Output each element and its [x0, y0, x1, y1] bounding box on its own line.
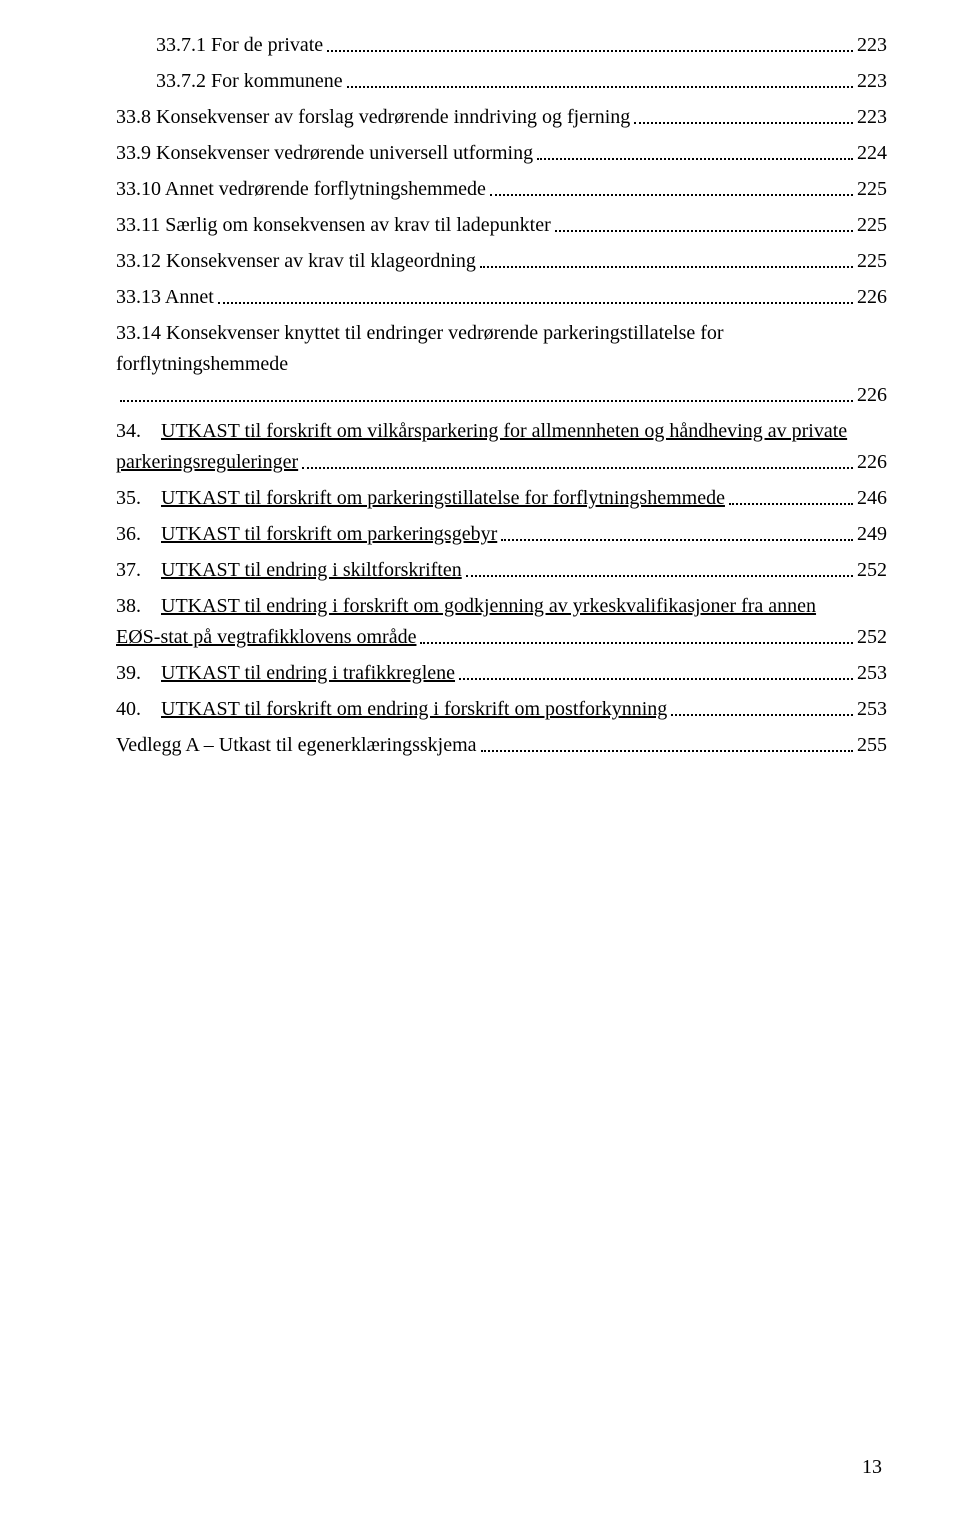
- toc-label: 33.7.1 For de private: [156, 30, 323, 61]
- toc-leader-dots: [501, 538, 853, 541]
- toc-label: 39. UTKAST til endring i trafikkreglene: [116, 658, 455, 689]
- toc-entry[interactable]: 35. UTKAST til forskrift om parkeringsti…: [116, 483, 887, 514]
- toc-entry: 33.10 Annet vedrørende forflytningshemme…: [116, 174, 887, 205]
- toc-label: 38. UTKAST til endring i forskrift om go…: [116, 591, 887, 622]
- toc-page-number: 252: [857, 622, 887, 653]
- page-number: 13: [862, 1456, 882, 1479]
- toc-leader-dots: [466, 574, 853, 577]
- toc-entry: Vedlegg A – Utkast til egenerklæringsskj…: [116, 730, 887, 761]
- toc-label: 37. UTKAST til endring i skiltforskrifte…: [116, 555, 462, 586]
- toc-entry[interactable]: 39. UTKAST til endring i trafikkreglene 2…: [116, 658, 887, 689]
- toc-page-number: 224: [857, 138, 887, 169]
- toc-page-number: 223: [857, 30, 887, 61]
- page-container: 33.7.1 For de private22333.7.2 For kommu…: [0, 0, 960, 1515]
- toc-leader-dots: [459, 677, 853, 680]
- toc-entry: 33.13 Annet 226: [116, 282, 887, 313]
- toc-leader-dots: [481, 749, 854, 752]
- toc-page-number: 253: [857, 658, 887, 689]
- toc-leader-dots: [327, 49, 853, 52]
- toc-entry: 33.7.2 For kommunene 223: [116, 66, 887, 97]
- toc-page-number: 223: [857, 102, 887, 133]
- toc-leader-dots: [480, 265, 853, 268]
- toc-entry: 33.12 Konsekvenser av krav til klageordn…: [116, 246, 887, 277]
- toc-label: 33.7.2 For kommunene: [156, 66, 343, 97]
- toc-entry[interactable]: 34. UTKAST til forskrift om vilkårsparke…: [116, 416, 887, 478]
- toc-label: 33.13 Annet: [116, 282, 214, 313]
- toc-leader-dots: [302, 466, 853, 469]
- toc-entry: 33.8 Konsekvenser av forslag vedrørende …: [116, 102, 887, 133]
- toc-leader-dots: [537, 157, 853, 160]
- toc-entry[interactable]: 37. UTKAST til endring i skiltforskrifte…: [116, 555, 887, 586]
- toc-leader-dots: [490, 193, 853, 196]
- toc-label: 34. UTKAST til forskrift om vilkårsparke…: [116, 416, 887, 447]
- toc-label: 33.12 Konsekvenser av krav til klageordn…: [116, 246, 476, 277]
- table-of-contents: 33.7.1 For de private22333.7.2 For kommu…: [116, 30, 887, 761]
- toc-page-number: 225: [857, 246, 887, 277]
- toc-page-number: 226: [857, 282, 887, 313]
- toc-page-number: 252: [857, 555, 887, 586]
- toc-page-number: 249: [857, 519, 887, 550]
- toc-page-number: 226: [857, 447, 887, 478]
- toc-page-number: 246: [857, 483, 887, 514]
- toc-label: EØS-stat på vegtrafikklovens område: [116, 622, 416, 653]
- toc-entry: 33.11 Særlig om konsekvensen av krav til…: [116, 210, 887, 241]
- toc-entry[interactable]: 36. UTKAST til forskrift om parkeringsge…: [116, 519, 887, 550]
- toc-entry: 33.14 Konsekvenser knyttet til endringer…: [116, 318, 887, 411]
- toc-leader-dots: [729, 502, 853, 505]
- toc-leader-dots: [420, 641, 853, 644]
- toc-leader-dots: [555, 229, 853, 232]
- toc-label: 36. UTKAST til forskrift om parkeringsge…: [116, 519, 497, 550]
- toc-page-number: 225: [857, 174, 887, 205]
- toc-label: parkeringsreguleringer: [116, 447, 298, 478]
- toc-label: 40. UTKAST til forskrift om endring i fo…: [116, 694, 667, 725]
- toc-page-number: 255: [857, 730, 887, 761]
- toc-leader-dots: [120, 399, 853, 402]
- toc-leader-dots: [671, 713, 853, 716]
- toc-label: 33.11 Særlig om konsekvensen av krav til…: [116, 210, 551, 241]
- toc-label: 33.8 Konsekvenser av forslag vedrørende …: [116, 102, 630, 133]
- toc-entry[interactable]: 40. UTKAST til forskrift om endring i fo…: [116, 694, 887, 725]
- toc-entry: 33.7.1 For de private 223: [116, 30, 887, 61]
- toc-entry[interactable]: 38. UTKAST til endring i forskrift om go…: [116, 591, 887, 653]
- toc-page-number: 253: [857, 694, 887, 725]
- toc-page-number: 223: [857, 66, 887, 97]
- toc-label: 33.14 Konsekvenser knyttet til endringer…: [116, 318, 887, 380]
- toc-page-number: 226: [857, 380, 887, 411]
- toc-label: Vedlegg A – Utkast til egenerklæringsskj…: [116, 730, 477, 761]
- toc-page-number: 225: [857, 210, 887, 241]
- toc-label: 33.9 Konsekvenser vedrørende universell …: [116, 138, 533, 169]
- toc-leader-dots: [218, 301, 853, 304]
- toc-label: 33.10 Annet vedrørende forflytningshemme…: [116, 174, 486, 205]
- toc-leader-dots: [347, 85, 853, 88]
- toc-leader-dots: [634, 121, 853, 124]
- toc-entry: 33.9 Konsekvenser vedrørende universell …: [116, 138, 887, 169]
- toc-label: 35. UTKAST til forskrift om parkeringsti…: [116, 483, 725, 514]
